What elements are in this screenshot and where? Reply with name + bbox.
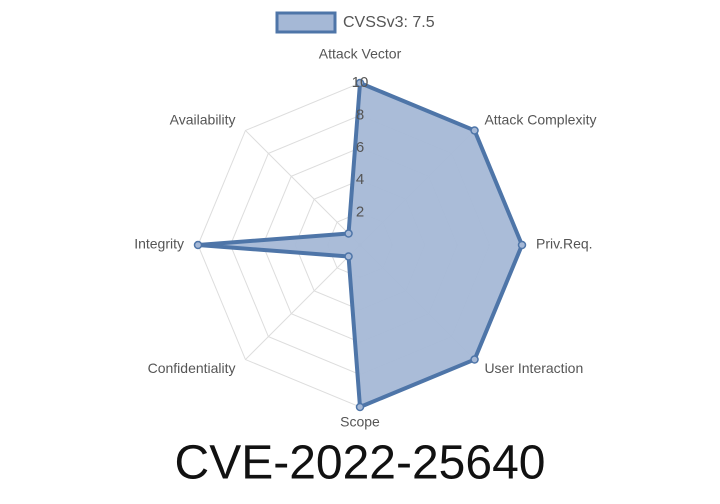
tick-label: 10: [352, 74, 369, 91]
data-point: [470, 355, 479, 364]
data-point: [355, 402, 365, 412]
data-point: [193, 240, 203, 250]
legend-swatch: [275, 11, 337, 34]
axis-label: Attack Vector: [319, 46, 402, 62]
data-point: [355, 78, 365, 88]
data-point: [517, 240, 527, 250]
axis-label: User Interaction: [484, 360, 583, 376]
axis-label: Priv.Req.: [536, 236, 593, 252]
data-point: [470, 126, 479, 135]
tick-label: 2: [356, 204, 364, 221]
axis-label: Scope: [340, 414, 380, 430]
axis-label: Availability: [170, 111, 236, 127]
tick-label: 8: [356, 106, 364, 123]
data-point: [344, 229, 353, 238]
chart-title: CVE-2022-25640: [175, 437, 546, 490]
axis-label: Integrity: [134, 236, 184, 252]
data-point: [344, 252, 353, 261]
axis-label: Confidentiality: [148, 360, 236, 376]
legend: CVSSv3: 7.5: [275, 11, 435, 34]
axis-label: Attack Complexity: [484, 111, 596, 127]
spoke: [245, 130, 361, 246]
tick-label: 4: [356, 171, 364, 188]
tick-label: 6: [356, 139, 364, 156]
spoke: [245, 244, 361, 360]
legend-label: CVSSv3: 7.5: [343, 14, 435, 31]
